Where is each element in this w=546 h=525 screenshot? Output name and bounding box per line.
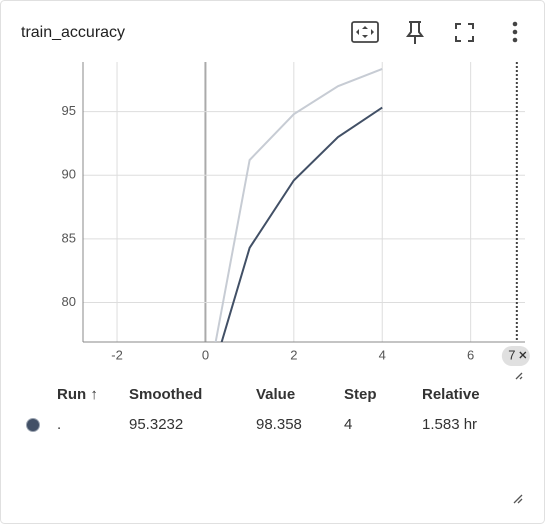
y-tick-label: 85 — [62, 230, 76, 245]
x-tick-label: 2 — [290, 347, 297, 362]
cell: 95.3232 — [129, 416, 183, 433]
card-title: train_accuracy — [21, 24, 125, 41]
hover-x-label: 7 — [508, 347, 515, 362]
series-line — [214, 67, 383, 342]
plot — [214, 67, 383, 342]
overlay: 7 — [501, 62, 530, 366]
cell: 4 — [344, 416, 352, 433]
menu-icon[interactable] — [512, 21, 518, 43]
close-icon — [519, 351, 527, 359]
column-header: Relative — [422, 386, 480, 403]
series-line — [220, 106, 383, 342]
column-header: Smoothed — [129, 386, 202, 403]
x-tick-label: 4 — [379, 347, 386, 362]
cell: 1.583 hr — [422, 416, 477, 433]
x-tick-label: -2 — [111, 347, 123, 362]
y-tick-label: 95 — [62, 103, 76, 118]
grid: -2 0 2 4 6 80 85 90 95 — [62, 62, 525, 362]
x-tick-label: 6 — [467, 347, 474, 362]
data-table: Run ↑ Smoothed Value Step Relative. 95.3232 98… — [26, 386, 480, 433]
fullscreen-icon[interactable] — [455, 23, 474, 42]
fit-icon[interactable] — [351, 21, 379, 43]
y-tick-label: 90 — [62, 167, 76, 182]
resize-icon[interactable] — [513, 494, 523, 504]
cell: . — [57, 416, 61, 433]
column-header: Value — [256, 386, 295, 403]
run-color — [26, 418, 40, 432]
x-tick-label: 0 — [202, 347, 209, 362]
y-tick-label: 80 — [62, 294, 76, 309]
pin-icon[interactable] — [406, 21, 424, 44]
cell: 98.358 — [256, 416, 302, 433]
hover-chip — [501, 346, 530, 366]
resize-icon[interactable] — [515, 372, 523, 380]
column-header: Run ↑ — [57, 386, 98, 403]
column-header: Step — [344, 386, 377, 403]
